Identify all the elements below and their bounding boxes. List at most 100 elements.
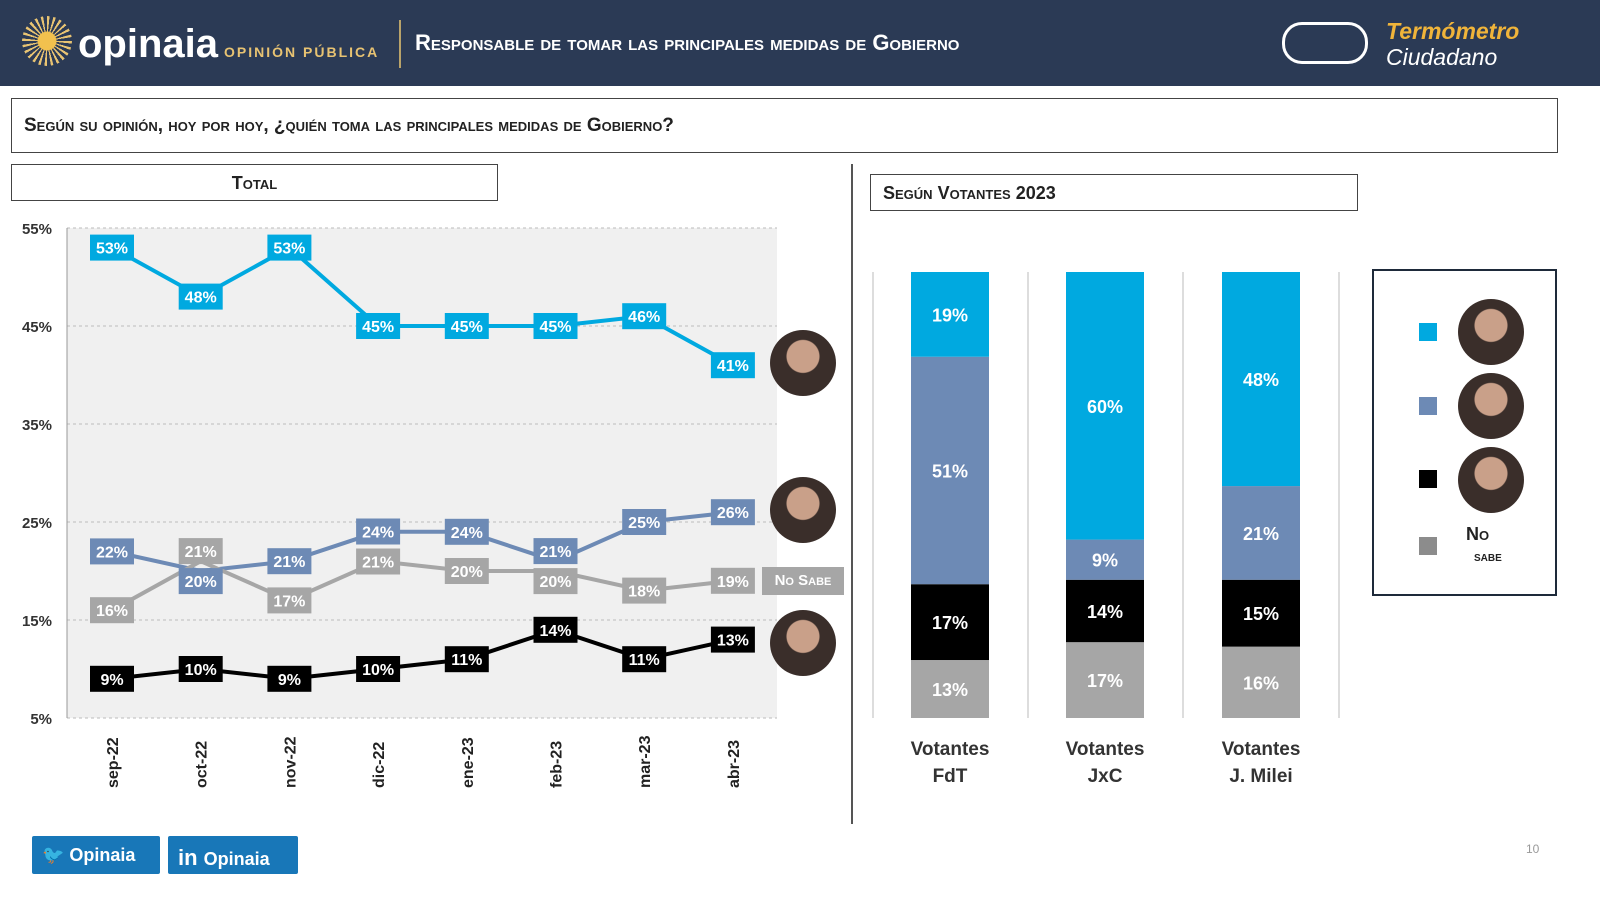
bar-segment: [1222, 272, 1300, 487]
twitter-button[interactable]: 🐦 Opinaia: [32, 836, 160, 874]
data-label: 24%: [362, 525, 394, 542]
y-tick-label: 55%: [22, 221, 52, 238]
bar-segment: [1222, 646, 1300, 718]
data-label-box: [622, 646, 667, 673]
data-label: 46%: [628, 309, 660, 326]
bar-label: 16%: [1243, 673, 1279, 693]
data-label: 10%: [185, 662, 217, 679]
data-label-box: [622, 303, 667, 330]
data-label: 19%: [717, 574, 749, 591]
page-title: Responsable de tomar las principales med…: [415, 30, 960, 55]
bar-segment: [1222, 579, 1300, 647]
data-label: 18%: [628, 584, 660, 601]
category-label: FdT: [933, 766, 968, 787]
data-label-box: [267, 548, 312, 575]
data-label: 20%: [539, 574, 571, 591]
legend: No sabe: [1372, 269, 1557, 596]
data-label: 21%: [539, 544, 571, 561]
legend-swatch-af: [1419, 397, 1437, 415]
data-label-box: [267, 587, 312, 614]
data-label-box: [533, 538, 578, 565]
data-label-box: [90, 597, 134, 624]
voters-box: Según Votantes 2023: [870, 174, 1358, 211]
data-label-box: [178, 283, 223, 310]
legend-swatch-massa: [1419, 470, 1437, 488]
y-tick-label: 5%: [30, 711, 52, 728]
bar-label: 13%: [932, 680, 968, 700]
category-label: Votantes: [911, 739, 990, 760]
twitter-label: Opinaia: [69, 845, 136, 865]
data-label-box: [710, 499, 755, 526]
data-label-box: [533, 616, 578, 643]
massa-photo: [1458, 447, 1524, 513]
data-label: 53%: [273, 241, 305, 258]
category-label: J. Milei: [1229, 766, 1292, 787]
bar-segment: [911, 272, 989, 357]
legend-no: No: [1466, 524, 1490, 544]
data-label: 45%: [539, 319, 571, 336]
data-label: 9%: [100, 672, 123, 689]
question: Según su opinión, hoy por hoy, ¿quién to…: [11, 98, 1558, 153]
data-label-box: [622, 577, 667, 604]
bar-label: 9%: [1092, 551, 1118, 571]
x-tick-label: sep-22: [105, 737, 122, 788]
linkedin-icon: in: [178, 845, 204, 870]
x-tick-label: feb-23: [549, 741, 566, 788]
data-label-box: [444, 518, 489, 545]
y-tick-label: 35%: [22, 417, 52, 434]
bar-segment: [1066, 579, 1144, 643]
data-label-box: [356, 548, 401, 575]
data-label: 21%: [362, 555, 394, 572]
data-label: 25%: [628, 515, 660, 532]
bar-label: 17%: [1087, 671, 1123, 691]
data-label-box: [444, 646, 489, 673]
data-label-box: [444, 558, 489, 584]
y-tick-label: 45%: [22, 319, 52, 336]
termometro-sub: Ciudadano: [1386, 44, 1498, 70]
y-tick-label: 25%: [22, 515, 52, 532]
legend-swatch-cfk: [1419, 323, 1437, 341]
data-label-box: [710, 352, 755, 379]
sun-logo-icon: [22, 16, 72, 66]
x-tick-label: nov-22: [282, 736, 299, 788]
data-label-box: [90, 538, 134, 565]
speech-bubble-icon: [1282, 22, 1368, 64]
twitter-icon: 🐦: [42, 845, 70, 865]
data-label: 9%: [278, 672, 301, 689]
divider: [851, 164, 853, 824]
data-label: 11%: [451, 652, 482, 669]
data-label: 48%: [185, 290, 217, 307]
bar-label: 60%: [1087, 397, 1123, 417]
data-label: 10%: [362, 662, 394, 679]
data-label: 26%: [717, 505, 749, 522]
data-label: 21%: [185, 544, 217, 561]
category-label: Votantes: [1222, 739, 1301, 760]
x-tick-label: oct-22: [194, 741, 211, 788]
data-label: 14%: [539, 623, 571, 640]
data-label-box: [356, 656, 401, 682]
total-box: Total: [11, 164, 498, 201]
legend-sabe: sabe: [1474, 548, 1502, 564]
category-label: JxC: [1088, 766, 1123, 787]
cfk-photo: [770, 330, 836, 396]
page-number: 10: [1526, 842, 1540, 856]
data-label-box: [444, 313, 489, 339]
bar-label: 15%: [1243, 604, 1279, 624]
data-label-box: [90, 665, 134, 692]
data-label-box: [710, 626, 755, 653]
bar-label: 19%: [932, 305, 968, 325]
bar-segment: [1066, 272, 1144, 540]
category-label: Votantes: [1066, 739, 1145, 760]
plot-area: [67, 228, 777, 718]
bar-label: 14%: [1087, 602, 1123, 622]
x-tick-label: dic-22: [371, 742, 388, 788]
data-label: 24%: [451, 525, 483, 542]
bar-label: 51%: [932, 461, 968, 481]
data-label: 21%: [273, 554, 305, 571]
bar-label: 17%: [932, 613, 968, 633]
data-label-box: [178, 656, 223, 682]
linkedin-button[interactable]: in Opinaia: [168, 836, 298, 874]
y-tick-label: 15%: [22, 613, 52, 630]
data-label-box: [622, 509, 667, 535]
